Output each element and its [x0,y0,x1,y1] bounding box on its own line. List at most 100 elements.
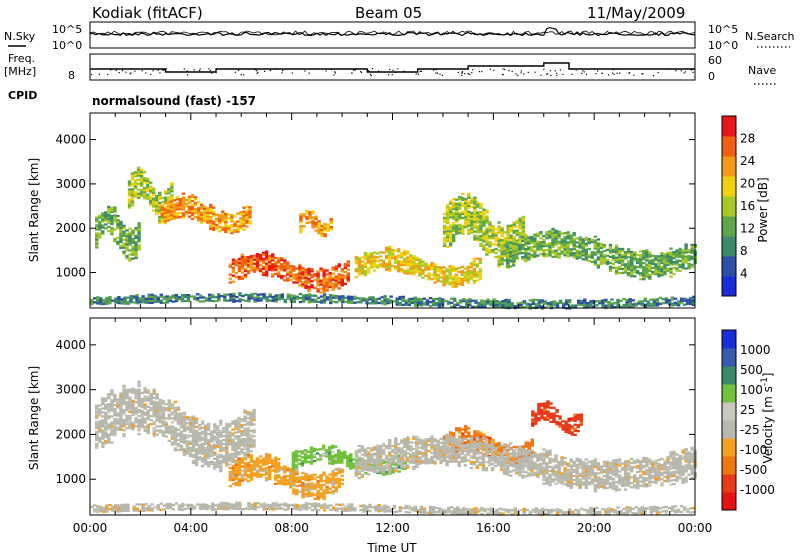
echo-cell [158,417,163,420]
echo-cell [232,292,236,295]
echo-cell [346,262,351,265]
echo-cell [297,450,302,453]
echo-cell [213,447,217,450]
echo-cell [587,238,592,241]
nave-dot [186,70,188,72]
echo-cell [206,219,210,222]
nave-dot [593,68,595,70]
echo-cell [167,407,172,410]
echo-cell [602,257,607,261]
echo-cell [283,265,287,268]
echo-cell [179,416,184,419]
echo-cell [110,431,114,434]
echo-cell [202,215,207,218]
echo-cell [664,299,669,302]
echo-cell [497,225,501,228]
echo-cell [235,295,239,299]
echo-cell [409,260,413,263]
echo-cell [123,296,127,299]
echo-cell [291,453,296,457]
echo-cell [645,265,649,268]
echo-cell [488,231,492,234]
echo-cell [152,209,156,212]
echo-cell [101,443,105,446]
echo-cell [209,217,213,221]
echo-cell [497,454,501,457]
echo-cell [252,441,256,444]
echo-cell [98,228,102,231]
echo-cell [666,253,670,256]
echo-cell [129,301,133,304]
echo-cell [527,236,531,239]
echo-cell [101,220,105,223]
echo-cell [558,301,563,304]
echo-cell [292,298,297,302]
nave-dot [555,72,558,74]
echo-cell [137,418,141,422]
echo-cell [208,299,212,302]
echo-cell [132,295,136,298]
echo-cell [322,297,327,300]
echo-cell [554,231,558,234]
echo-cell [268,258,272,262]
echo-cell [140,391,144,395]
echo-cell [625,301,629,304]
echo-cell [128,424,132,428]
echo-cell [219,423,223,427]
echo-cell [274,272,278,276]
echo-cell [307,287,311,290]
echo-cell [533,253,537,256]
echo-cell [191,443,196,447]
echo-cell [548,234,552,237]
echo-cell [391,248,395,252]
echo-cell [134,388,138,392]
echo-cell [283,467,287,470]
echo-cell [409,264,413,267]
echo-cell [128,416,132,420]
echo-cell [163,210,168,213]
echo-cell [170,182,174,185]
echo-cell [642,278,646,281]
echo-cell [469,272,474,275]
echo-cell [536,234,540,237]
echo-cell [479,210,483,214]
echo-cell [246,441,250,444]
echo-cell [527,242,531,245]
echo-cell [692,301,696,304]
echo-cell [643,299,648,302]
echo-cell [334,285,338,288]
echo-cell [476,211,480,214]
echo-cell [412,261,416,264]
echo-cell [503,239,507,242]
echo-cell [347,299,351,302]
echo-cell [170,429,175,432]
echo-cell [593,261,598,264]
echo-cell [349,461,353,464]
echo-cell [280,482,284,485]
echo-cell [394,261,398,264]
echo-cell [620,253,625,257]
echo-cell [569,254,573,257]
echo-cell [294,458,299,461]
nave-dot [208,68,210,70]
echo-cell [442,238,447,241]
echo-cell [483,300,487,303]
echo-cell [412,271,416,274]
echo-cell [428,304,433,308]
echo-cell [476,227,480,230]
nave-dot [157,69,159,71]
echo-cell [237,443,241,446]
echo-cell [213,465,217,469]
echo-cell [181,214,186,217]
echo-cell [316,296,321,300]
echo-cell [253,300,257,303]
echo-cell [274,294,278,297]
echo-cell [246,272,251,275]
echo-cell [128,237,132,240]
echo-cell [149,191,153,194]
echo-cell [95,246,99,249]
echo-cell [391,467,395,470]
echo-cell [551,227,555,231]
echo-cell [340,455,344,458]
echo-cell [491,249,495,252]
